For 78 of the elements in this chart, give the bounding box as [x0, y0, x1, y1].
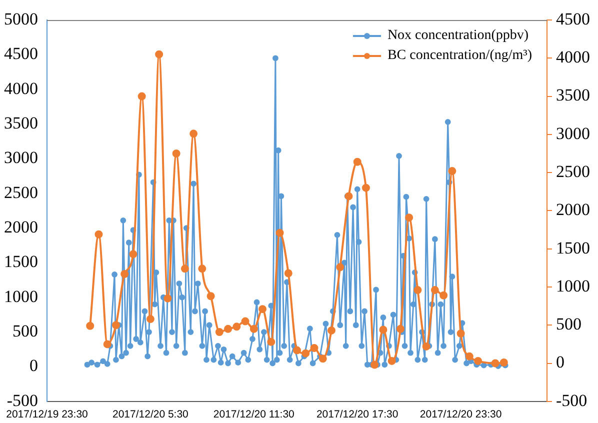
y2-tick-label: 4500 — [556, 9, 590, 28]
x-tick-label: 2017/12/20 23:30 — [420, 408, 502, 421]
point — [180, 264, 189, 273]
point — [414, 286, 422, 294]
y2-tick-label: 2000 — [556, 200, 590, 220]
point — [112, 321, 120, 330]
point — [293, 346, 301, 354]
point — [190, 130, 198, 138]
point — [396, 324, 404, 333]
point — [422, 342, 430, 350]
y2-tick-label: 0 — [556, 352, 564, 372]
x-tick-label: 2017/12/20 11:30 — [213, 408, 295, 421]
point — [224, 324, 232, 333]
x-tick-label: 2017/12/20 17:30 — [316, 408, 398, 421]
y2-tick-label: 3000 — [556, 124, 590, 143]
y-tick-label: 3000 — [4, 148, 38, 168]
x-tick-label: 2017/12/20 5:30 — [112, 408, 189, 421]
point — [405, 214, 414, 222]
point — [500, 358, 508, 366]
point — [362, 184, 370, 192]
point — [379, 326, 388, 334]
point — [465, 352, 474, 360]
y2-tick-label: 1500 — [556, 238, 590, 258]
y2-tick-label: 4000 — [556, 48, 590, 67]
point — [284, 269, 292, 278]
point — [310, 344, 318, 352]
point — [232, 322, 241, 331]
point — [318, 354, 327, 363]
x-tick-label: 2017/12/19 23:30 — [6, 408, 88, 421]
y-tick-label: 1500 — [4, 252, 38, 272]
y2-tick-label: 1000 — [556, 276, 590, 296]
point — [336, 263, 344, 272]
point — [327, 326, 336, 334]
y-tick-label: 4000 — [4, 78, 38, 98]
y2-tick-label: 500 — [556, 314, 582, 334]
point — [103, 340, 112, 348]
point — [456, 330, 465, 338]
point — [138, 92, 146, 100]
point — [474, 356, 482, 365]
point — [120, 270, 129, 278]
point — [430, 286, 439, 294]
point — [267, 338, 276, 346]
y2-tick-label: 3500 — [556, 86, 590, 105]
point — [388, 356, 396, 365]
point — [250, 324, 258, 333]
point — [215, 328, 224, 336]
y-tick-label: 5000 — [4, 9, 38, 28]
y-tick-label: 1000 — [4, 286, 38, 306]
y2-tick-label: -500 — [556, 390, 588, 410]
y-tick-label: 2500 — [4, 182, 38, 202]
legend-label: Nox concentration(ppbv) — [387, 28, 529, 44]
point — [258, 305, 267, 314]
point — [344, 192, 353, 200]
point — [164, 294, 172, 302]
legend-label: BC concentration/(ng/m³) — [387, 48, 532, 64]
point — [302, 349, 310, 358]
point — [172, 149, 180, 158]
y-tick-label: 3500 — [4, 113, 38, 132]
point — [146, 315, 154, 324]
point — [155, 50, 164, 58]
y-tick-label: 500 — [12, 322, 38, 341]
point — [440, 291, 448, 300]
y-tick-label: 0 — [30, 356, 38, 376]
point — [198, 264, 206, 273]
point — [276, 228, 284, 237]
point — [353, 158, 362, 166]
point — [370, 360, 379, 369]
point — [448, 167, 456, 176]
point — [94, 230, 103, 238]
point — [206, 292, 215, 300]
y-tick-label: -500 — [6, 390, 38, 410]
y2-tick-label: 2500 — [556, 162, 590, 182]
point — [129, 250, 138, 258]
y-tick-label: 2000 — [4, 218, 38, 237]
point — [491, 359, 500, 368]
point — [86, 322, 94, 330]
point — [241, 317, 250, 326]
y-tick-label: 4500 — [4, 44, 38, 64]
